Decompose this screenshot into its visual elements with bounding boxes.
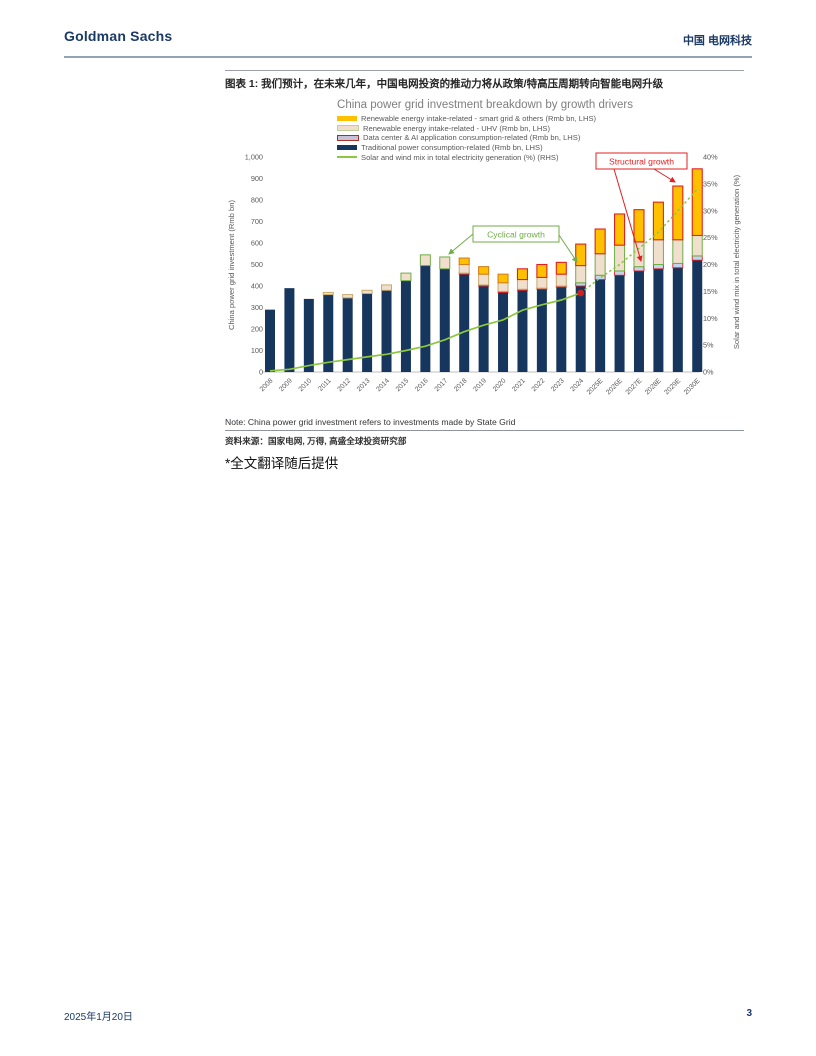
- legend-swatch-traditional: [337, 145, 357, 151]
- exhibit-title: 图表 1: 我们预计，在未来几年，中国电网投资的推动力将从政策/特高压周期转向智…: [225, 78, 664, 90]
- svg-text:2027E: 2027E: [625, 377, 644, 396]
- svg-text:Structural growth: Structural growth: [609, 157, 674, 167]
- svg-text:2008: 2008: [259, 377, 275, 393]
- svg-text:35%: 35%: [703, 179, 718, 188]
- svg-text:2010: 2010: [298, 377, 314, 393]
- svg-text:2011: 2011: [317, 377, 332, 392]
- svg-text:2016: 2016: [414, 377, 430, 393]
- svg-text:2029E: 2029E: [663, 377, 682, 396]
- svg-text:15%: 15%: [703, 287, 718, 296]
- chart-note: Note: China power grid investment refers…: [225, 417, 516, 427]
- svg-text:China power grid investment (: China power grid investment (Rmb bn): [227, 200, 236, 330]
- legend-item-uhv: Renewable energy intake-related - UHV (R…: [337, 124, 596, 134]
- svg-text:10%: 10%: [703, 314, 718, 323]
- svg-text:2015: 2015: [395, 377, 411, 393]
- svg-text:5%: 5%: [703, 341, 714, 350]
- footer-page-number: 3: [746, 1008, 752, 1019]
- svg-text:2022: 2022: [531, 377, 547, 393]
- legend-swatch-datacenter: [337, 134, 359, 141]
- svg-text:0: 0: [259, 368, 263, 377]
- svg-text:20%: 20%: [703, 260, 718, 269]
- report-category: 中国 电网科技: [682, 35, 752, 47]
- svg-text:40%: 40%: [703, 153, 718, 162]
- svg-text:800: 800: [251, 196, 263, 205]
- svg-text:200: 200: [251, 325, 263, 334]
- legend-item-traditional: Traditional power consumption-related (R…: [337, 143, 596, 153]
- legend-label: Traditional power consumption-related (R…: [361, 143, 543, 153]
- chart-plot-area: 0 100 200 300 400 500 600 700 800 900 1,000 0% 5% 10%…: [225, 150, 745, 415]
- svg-text:2020: 2020: [492, 377, 508, 393]
- svg-text:1,000: 1,000: [245, 153, 263, 162]
- svg-text:25%: 25%: [703, 233, 718, 242]
- legend-item-smart: Renewable energy intake-related - smart …: [337, 114, 596, 124]
- svg-text:2017: 2017: [434, 377, 450, 393]
- goldman-sachs-logo: Goldman Sachs: [64, 28, 173, 44]
- svg-text:2014: 2014: [375, 377, 391, 393]
- svg-text:2030E: 2030E: [683, 377, 702, 396]
- stacked-bar-chart: 0 100 200 300 400 500 600 700 800 900 1,000 0% 5% 10%…: [227, 152, 741, 396]
- svg-text:2013: 2013: [356, 377, 372, 393]
- exhibit-bottom-rule: [225, 430, 744, 431]
- svg-text:Cyclical growth: Cyclical growth: [487, 230, 545, 240]
- svg-text:2019: 2019: [472, 377, 488, 393]
- svg-text:2028E: 2028E: [644, 377, 663, 396]
- svg-text:300: 300: [251, 303, 263, 312]
- svg-text:700: 700: [251, 217, 263, 226]
- exhibit-1: 图表 1: 我们预计，在未来几年，中国电网投资的推动力将从政策/特高压周期转向智…: [225, 68, 745, 488]
- svg-text:2025E: 2025E: [586, 377, 605, 396]
- legend-label: Solar and wind mix in total electricity …: [361, 152, 559, 162]
- svg-text:Solar and wind mix in total el: Solar and wind mix in total electricity …: [732, 174, 741, 349]
- legend-item-datacenter: Data center & AI application consumption…: [337, 133, 596, 143]
- svg-text:2018: 2018: [453, 377, 469, 393]
- legend-item-mix_line: Solar and wind mix in total electricity …: [337, 152, 596, 162]
- svg-text:2009: 2009: [278, 377, 294, 393]
- svg-text:900: 900: [251, 174, 263, 183]
- exhibit-top-rule: [225, 70, 744, 71]
- legend-swatch-smart: [337, 116, 357, 122]
- svg-text:2021: 2021: [511, 377, 527, 393]
- source-line: 资料来源：国家电网, 万得, 高盛全球投资研究部: [225, 436, 407, 446]
- footer-date: 2025年1月20日: [64, 1012, 133, 1023]
- translation-notice: *全文翻译随后提供: [225, 456, 339, 471]
- header-divider: [64, 56, 752, 58]
- chart-legend: Renewable energy intake-related - smart …: [337, 114, 596, 162]
- legend-label: Renewable energy intake-related - smart …: [361, 114, 597, 124]
- svg-text:2012: 2012: [336, 377, 352, 393]
- svg-text:500: 500: [251, 260, 263, 269]
- legend-label: Data center & AI application consumption…: [363, 133, 581, 143]
- svg-text:2024: 2024: [569, 377, 585, 393]
- svg-text:2023: 2023: [550, 377, 566, 393]
- legend-label: Renewable energy intake-related - UHV (R…: [363, 123, 550, 133]
- svg-text:600: 600: [251, 239, 263, 248]
- legend-swatch-mix_line: [337, 156, 357, 159]
- svg-text:400: 400: [251, 282, 263, 291]
- svg-text:0%: 0%: [703, 368, 714, 377]
- svg-text:100: 100: [251, 346, 263, 355]
- chart-title: China power grid investment breakdown by…: [337, 99, 633, 111]
- svg-text:30%: 30%: [703, 206, 718, 215]
- svg-text:2026E: 2026E: [605, 377, 624, 396]
- legend-swatch-uhv: [337, 125, 359, 132]
